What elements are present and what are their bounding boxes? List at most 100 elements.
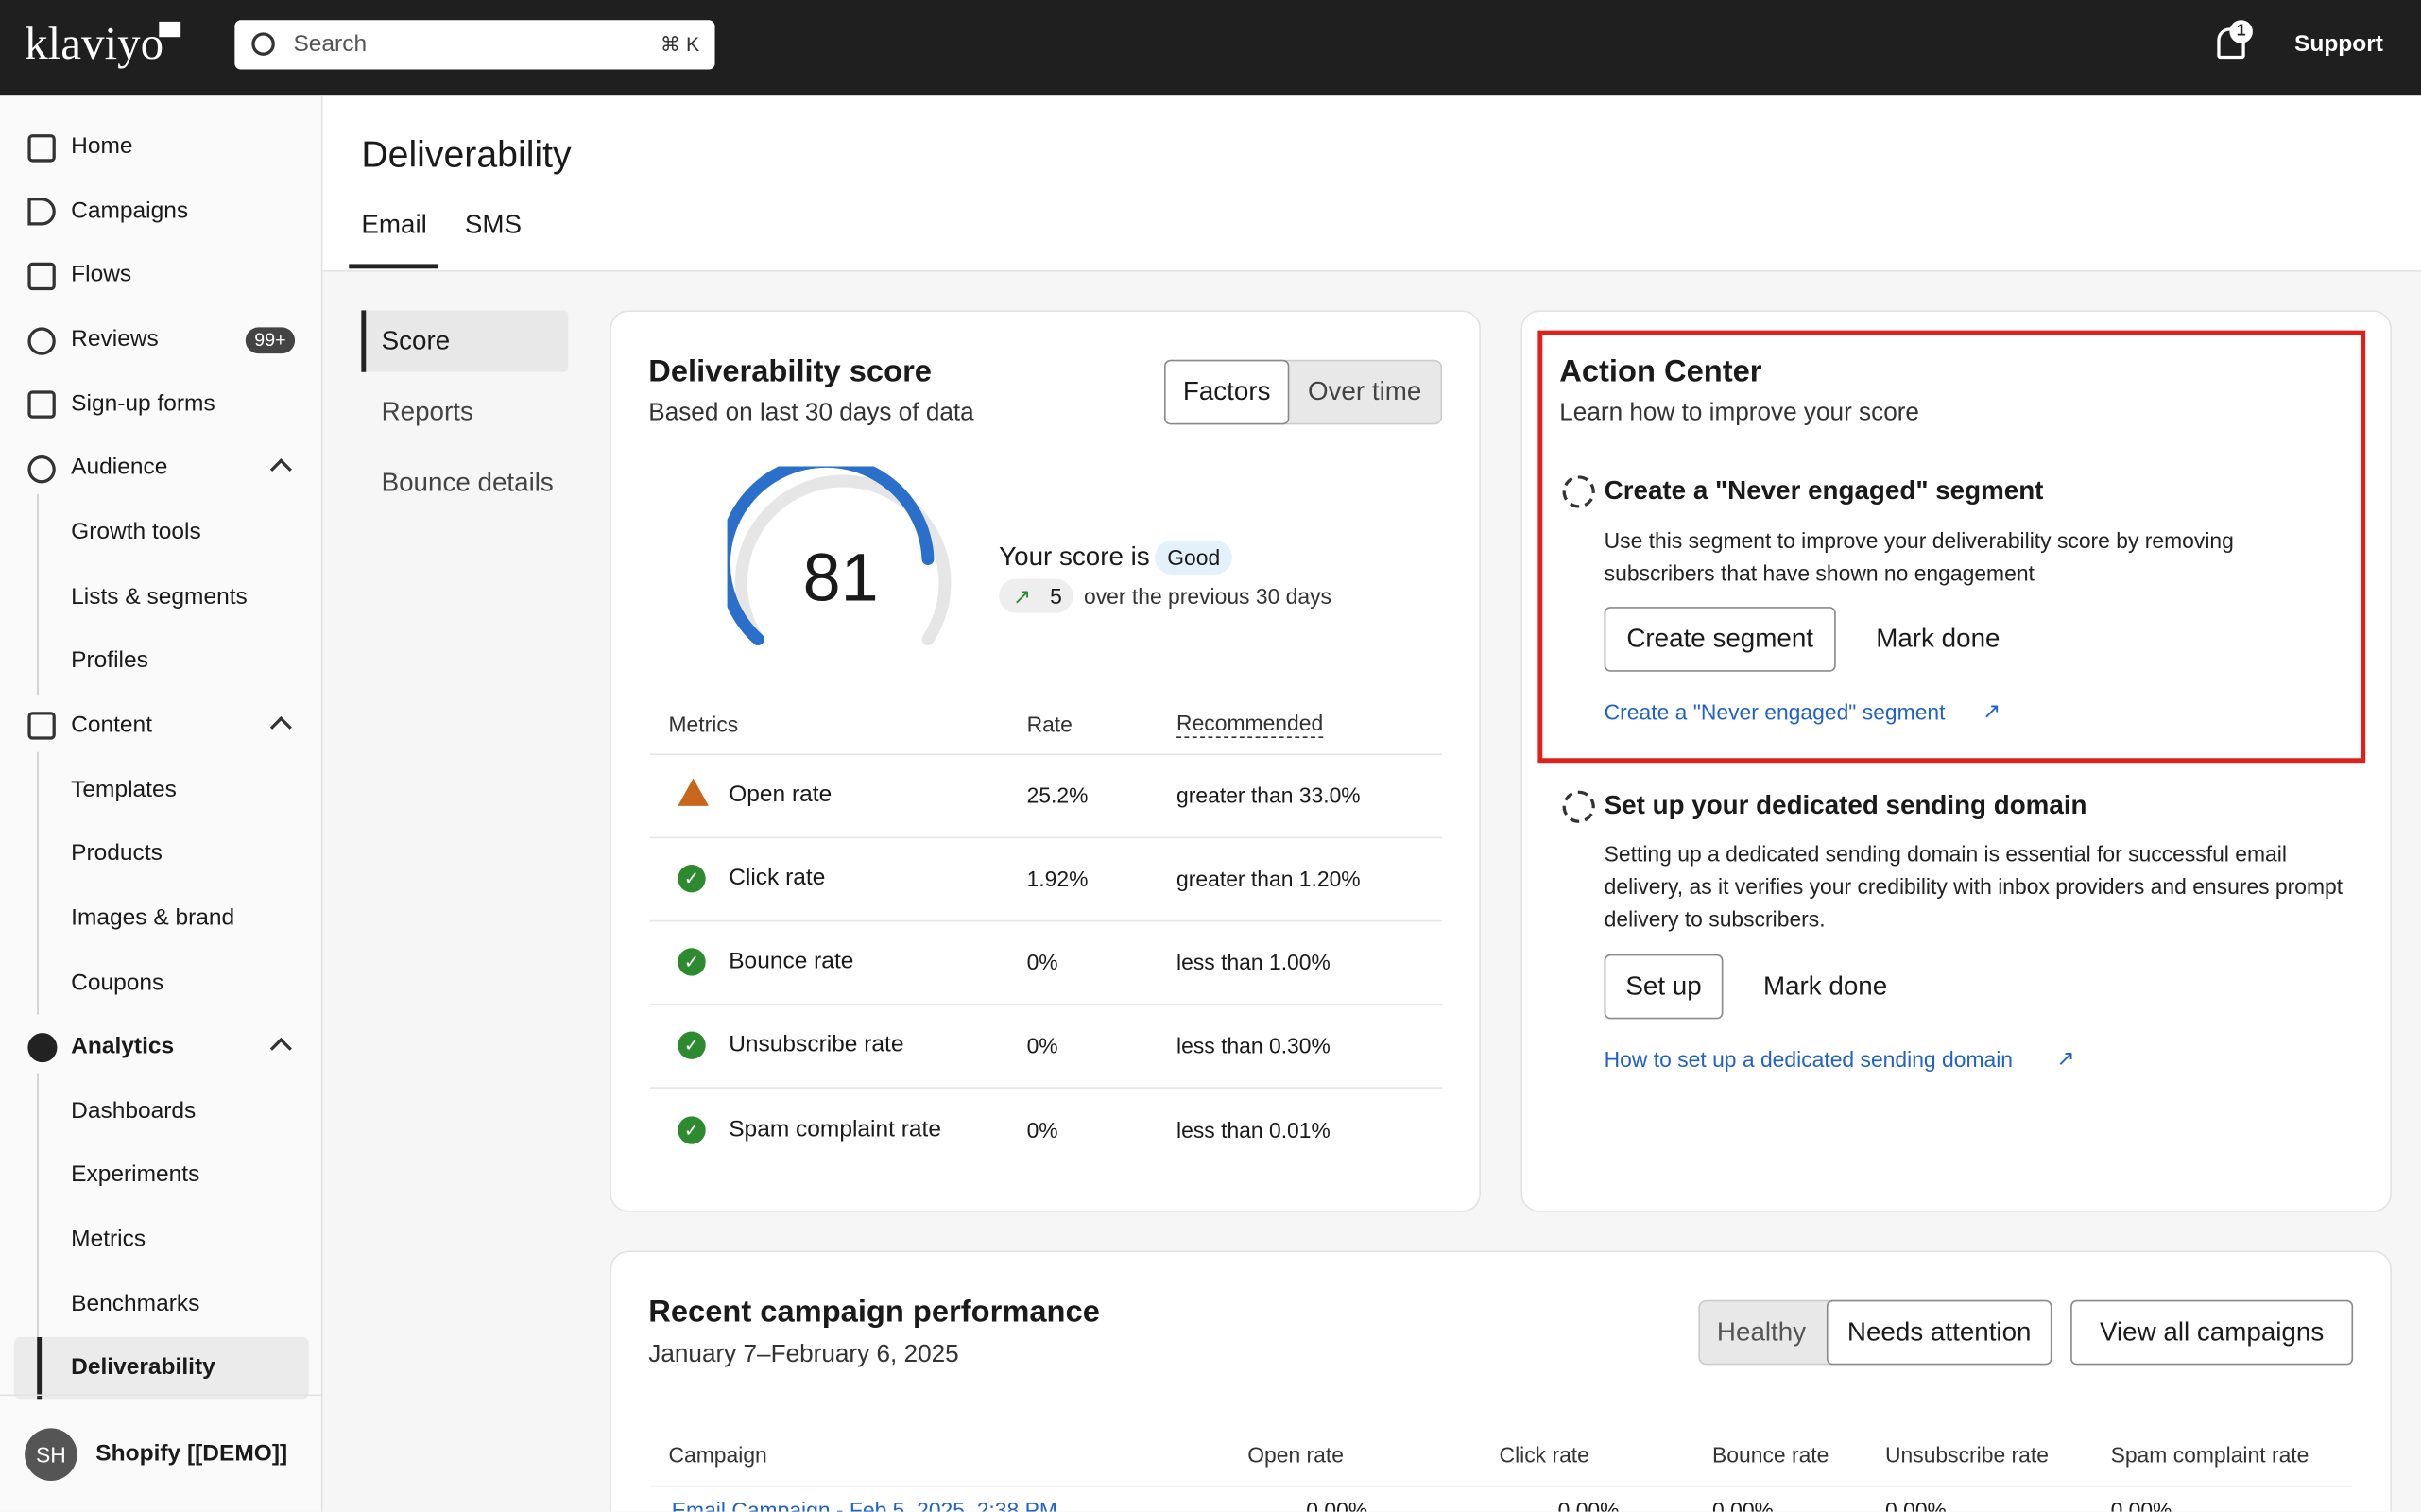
active-indicator (37, 1336, 43, 1400)
reviews-badge: 99+ (245, 327, 296, 354)
check-icon: ✓ (678, 865, 706, 893)
metric-name: Click rate (729, 865, 826, 891)
help-link[interactable]: How to set up a dedicated sending domain (1604, 1046, 2014, 1072)
logo-flag (159, 21, 181, 38)
score-value: 81 (802, 540, 879, 616)
primary-button[interactable]: Set up (1604, 954, 1724, 1020)
external-link-icon: ↗ (2056, 1045, 2075, 1071)
metric-rate: 1.92% (1026, 866, 1089, 891)
row-divider (649, 1087, 1443, 1089)
analytics-icon (27, 1033, 58, 1063)
flows-icon (27, 262, 56, 291)
search-shortcut: ⌘ K (660, 32, 700, 56)
mark-done-button[interactable]: Mark done (1762, 971, 1888, 1001)
action-title: Create a "Never engaged" segment (1604, 475, 2044, 506)
nav-item[interactable]: Content (71, 712, 153, 739)
metric-rate: 0% (1026, 1117, 1058, 1143)
action-description: Setting up a dedicated sending domain is… (1604, 841, 2344, 932)
nav-subitem[interactable]: Images & brand (71, 904, 235, 932)
table-header: Recommended (1176, 709, 1324, 739)
search-icon (251, 32, 275, 56)
card-title: Action Center (1559, 354, 1762, 389)
nav-subitem[interactable]: Dashboards (71, 1097, 197, 1125)
card-title: Deliverability score (648, 354, 932, 389)
nav-item[interactable]: Audience (71, 454, 168, 481)
nav-subitem[interactable]: Profiles (71, 646, 148, 674)
help-link[interactable]: Create a "Never engaged" segment (1604, 699, 1946, 725)
subnav-indicator (361, 310, 367, 372)
primary-button[interactable]: Create segment (1604, 607, 1836, 672)
nav-item[interactable]: Campaigns (71, 198, 189, 224)
filter-needs-attention[interactable]: Needs attention (1826, 1299, 2052, 1366)
table-header: Unsubscribe rate (1885, 1442, 2049, 1468)
account-name[interactable]: Shopify [[DEMO]] (95, 1440, 288, 1468)
table-header: Spam complaint rate (2110, 1442, 2309, 1468)
trend-pill (999, 578, 1073, 613)
trend-text: over the previous 30 days (1084, 583, 1331, 609)
action-center-card: Action Center Learn how to improve your … (1520, 310, 2392, 1212)
mark-done-button[interactable]: Mark done (1876, 624, 2000, 654)
reviews-icon (27, 327, 56, 355)
account-avatar[interactable]: SH (25, 1428, 77, 1481)
campaigns-card: Recent campaign performance January 7–Fe… (610, 1250, 2392, 1512)
nav-subitem[interactable]: Experiments (71, 1160, 200, 1188)
nav-subitem[interactable]: Coupons (71, 970, 164, 996)
support-link[interactable]: Support (2294, 30, 2383, 58)
row-divider (649, 1004, 1443, 1005)
content-icon (27, 712, 56, 740)
nav-item[interactable]: Home (71, 132, 133, 160)
row-divider (649, 1485, 2352, 1487)
check-icon: ✓ (678, 948, 706, 976)
gauge-track (734, 474, 952, 645)
logo[interactable]: klaviyo (25, 18, 164, 70)
status-circle[interactable] (1562, 475, 1595, 508)
metric-name: Bounce rate (729, 948, 854, 975)
nav-subitem[interactable]: Benchmarks (71, 1290, 200, 1317)
cell: 0.00% (1557, 1497, 1620, 1512)
warning-icon (678, 778, 709, 806)
nav-subitem[interactable]: Growth tools (71, 519, 201, 545)
check-icon: ✓ (678, 1116, 706, 1144)
nav-item[interactable]: Analytics (71, 1033, 175, 1059)
nav-subitem[interactable]: Lists & segments (71, 583, 248, 610)
metric-name: Open rate (729, 781, 833, 808)
nav-subitem[interactable]: Metrics (71, 1226, 146, 1253)
campaign-link[interactable]: Email Campaign - Feb 5, 2025, 2:38 PM (671, 1497, 1057, 1512)
cell: 0.00% (1712, 1497, 1774, 1512)
tree-line (37, 1073, 39, 1398)
table-header: Open rate (1247, 1442, 1344, 1468)
tab-active[interactable]: Email (361, 210, 427, 240)
nav-item[interactable]: Sign-up forms (71, 390, 215, 418)
table-header: Campaign (668, 1442, 767, 1468)
nav-subitem[interactable]: Products (71, 839, 163, 867)
subnav-item[interactable]: Bounce details (381, 468, 554, 498)
toggle-over-time[interactable]: Over time (1307, 376, 1422, 406)
nav-item[interactable]: Flows (71, 261, 132, 287)
nav-subitem[interactable]: Templates (71, 776, 177, 803)
subnav-item[interactable]: Score (381, 325, 451, 355)
audience-icon (27, 455, 56, 484)
score-gauge (727, 466, 952, 645)
toggle-factors[interactable]: Factors (1163, 359, 1290, 425)
metric-rate: 25.2% (1026, 782, 1089, 808)
trend-value: 5 (1050, 583, 1062, 609)
gauge-fill (727, 466, 935, 645)
metric-name: Unsubscribe rate (729, 1031, 904, 1058)
status-circle[interactable] (1562, 790, 1595, 823)
search-box[interactable]: Search ⌘ K (234, 20, 715, 70)
filter-healthy[interactable]: Healthy (1716, 1316, 1807, 1347)
table-header: Bounce rate (1712, 1442, 1829, 1468)
nav-subitem-active[interactable]: Deliverability (71, 1353, 215, 1381)
nav-item[interactable]: Reviews (71, 325, 159, 352)
tab[interactable]: SMS (464, 210, 523, 240)
forms-icon (27, 390, 56, 419)
page-header (322, 95, 2421, 272)
campaigns-icon (27, 198, 56, 226)
row-divider (649, 836, 1443, 839)
metric-recommended: less than 0.30% (1176, 1033, 1331, 1058)
action-description: Use this segment to improve your deliver… (1604, 527, 2234, 586)
search-placeholder: Search (293, 30, 368, 58)
subnav-item[interactable]: Reports (381, 396, 473, 426)
view-all-button[interactable]: View all campaigns (2070, 1299, 2354, 1366)
